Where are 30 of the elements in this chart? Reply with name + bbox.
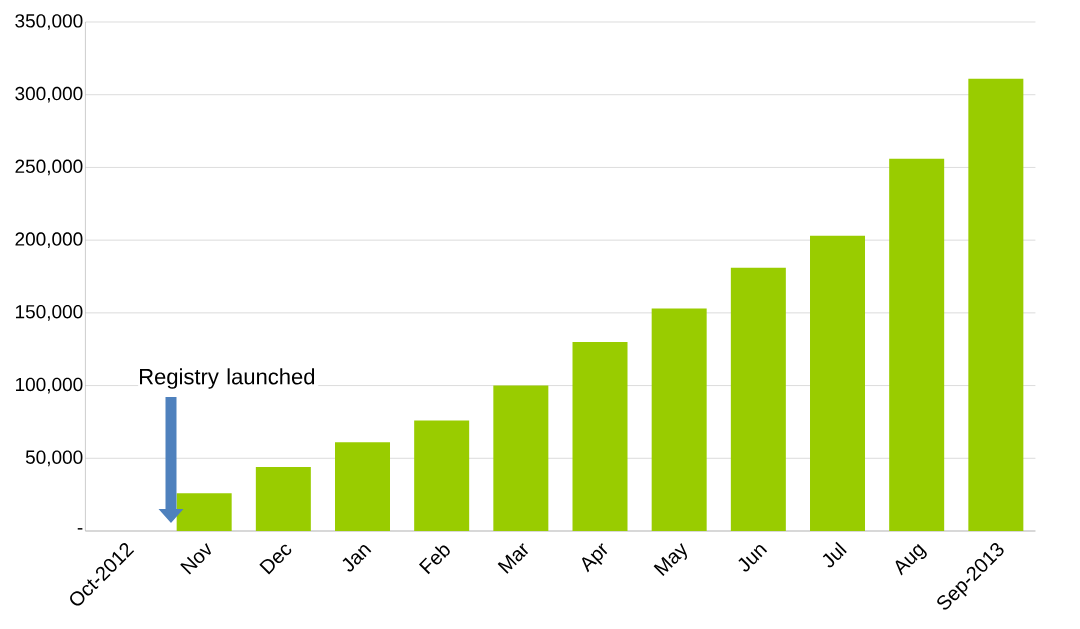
y-tick-label: 300,000 (15, 86, 83, 103)
bar (414, 420, 470, 531)
y-tick-label: 200,000 (15, 232, 83, 248)
y-tick-label: 350,000 (15, 14, 83, 30)
y-tick-label: 250,000 (15, 159, 83, 176)
bar (335, 442, 390, 531)
y-tick-label: 100,000 (15, 377, 83, 394)
x-tick-label: Nov (180, 543, 212, 575)
x-tick-label: Apr (581, 543, 608, 573)
x-tick-label: Aug (895, 543, 927, 576)
bar (176, 493, 232, 531)
bar (255, 467, 311, 531)
x-tick-label: Jan (342, 544, 372, 572)
bar (730, 267, 786, 531)
x-tick-label: Feb (418, 545, 450, 575)
bar (493, 385, 549, 531)
bar (889, 158, 945, 531)
x-tick-label: Mar (497, 543, 529, 574)
bar (810, 235, 866, 531)
bar (968, 78, 1024, 531)
x-tick-label: Jul (822, 541, 847, 568)
x-tick-label: May (653, 543, 687, 576)
annotation: Registry launched (140, 368, 315, 389)
x-tick-label: Dec (259, 544, 292, 575)
y-tick-label: - (77, 528, 83, 530)
bar (572, 341, 628, 531)
y-tick-label: 150,000 (15, 305, 83, 321)
y-tick-label: 50,000 (25, 450, 83, 467)
x-tick-label: Jun (738, 544, 768, 572)
bar (651, 308, 707, 531)
